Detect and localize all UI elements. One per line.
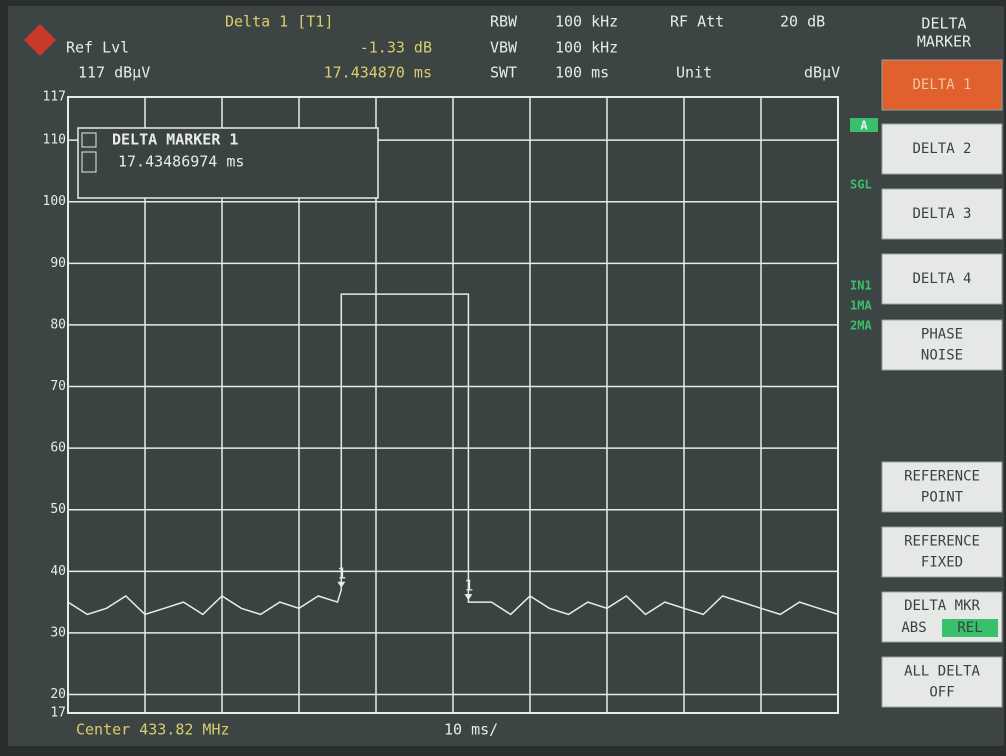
softkey[interactable] (881, 319, 1003, 371)
info-value: 17.43486974 ms (118, 153, 244, 171)
marker-label: 1 (464, 577, 473, 595)
softkey-label: DELTA MKR (904, 598, 980, 614)
vbw-label: VBW (490, 39, 518, 57)
y-tick-label: 100 (43, 194, 66, 209)
indicator: 1MA (850, 299, 872, 313)
softkey-label: NOISE (921, 348, 963, 364)
y-tick-label: 110 (43, 133, 66, 148)
y-tick-label: 30 (50, 625, 66, 640)
marker-label: 1 (337, 564, 346, 582)
toggle-on (942, 619, 998, 637)
toggle-label: REL (957, 620, 982, 636)
y-tick-label: 90 (50, 256, 66, 271)
indicator: 2MA (850, 319, 872, 333)
marker-time: 17.434870 ms (324, 64, 432, 82)
unit-label: Unit (676, 64, 712, 82)
marker (464, 594, 473, 601)
marker-level: -1.33 dB (360, 39, 432, 57)
info-title: DELTA MARKER 1 (112, 131, 238, 149)
y-tick-label: 70 (50, 379, 66, 394)
footer-center: Center 433.82 MHz (76, 721, 230, 739)
trace (67, 293, 839, 616)
indicator: A (860, 119, 868, 133)
softkey-label: FIXED (921, 555, 963, 571)
swt-label: SWT (490, 64, 517, 82)
rbw-value: 100 kHz (555, 13, 618, 31)
menu-title: DELTA (921, 15, 966, 33)
ref-label: Ref Lvl (66, 39, 129, 57)
indicator-box (850, 118, 878, 132)
y-tick-label: 60 (50, 441, 66, 456)
footer-span: 10 ms/ (444, 721, 498, 739)
softkey[interactable] (881, 123, 1003, 175)
y-tick-label: 80 (50, 317, 66, 332)
menu-title: MARKER (917, 33, 972, 51)
softkey-label: POINT (921, 490, 964, 506)
swt-value: 100 ms (555, 64, 609, 82)
y-tick-label: 17 (50, 706, 66, 721)
softkey[interactable] (881, 526, 1003, 578)
indicator: IN1 (850, 279, 872, 293)
att-value: 20 dB (780, 13, 825, 31)
marker (337, 581, 346, 588)
softkey-label: DELTA 3 (912, 206, 971, 222)
softkeys: DELTA 1 DELTA 2 DELTA 3 DELTA 4 PHASE NOISE RE… (881, 59, 1003, 708)
indicator: SGL (850, 178, 872, 192)
softkey-label: DELTA 4 (912, 271, 971, 287)
softkey-label: DELTA 2 (912, 141, 971, 157)
plot: 117 110 100 90 80 70 60 50 40 30 20 17 1 1 (43, 90, 839, 721)
softkey-label: REFERENCE (904, 534, 980, 550)
y-tick-label: 20 (50, 687, 66, 702)
att-label: RF Att (670, 13, 724, 31)
vertical-grid (144, 97, 762, 713)
rbw-label: RBW (490, 13, 518, 31)
info-box: DELTA MARKER 1 17.43486974 ms (77, 127, 379, 199)
y-tick-label: 50 (50, 502, 66, 517)
softkey-label: OFF (929, 685, 954, 701)
softkey[interactable] (881, 461, 1003, 513)
softkey[interactable] (881, 188, 1003, 240)
softkey-label: DELTA 1 (912, 77, 971, 93)
softkey[interactable] (881, 656, 1003, 708)
softkey-label: PHASE (921, 327, 963, 343)
y-tick-label: 40 (50, 564, 66, 579)
ref-value: 117 dBµV (78, 64, 150, 82)
unit-value: dBµV (804, 64, 840, 82)
vbw-value: 100 kHz (555, 39, 618, 57)
softkey-label: ALL DELTA (904, 664, 980, 680)
softkey[interactable] (881, 253, 1003, 305)
softkey[interactable] (881, 59, 1003, 111)
logo (24, 24, 56, 56)
marker-title: Delta 1 [T1] (225, 13, 333, 31)
y-tick-label: 117 (43, 90, 66, 105)
toggle-label: ABS (901, 620, 926, 636)
softkey-label: REFERENCE (904, 469, 980, 485)
